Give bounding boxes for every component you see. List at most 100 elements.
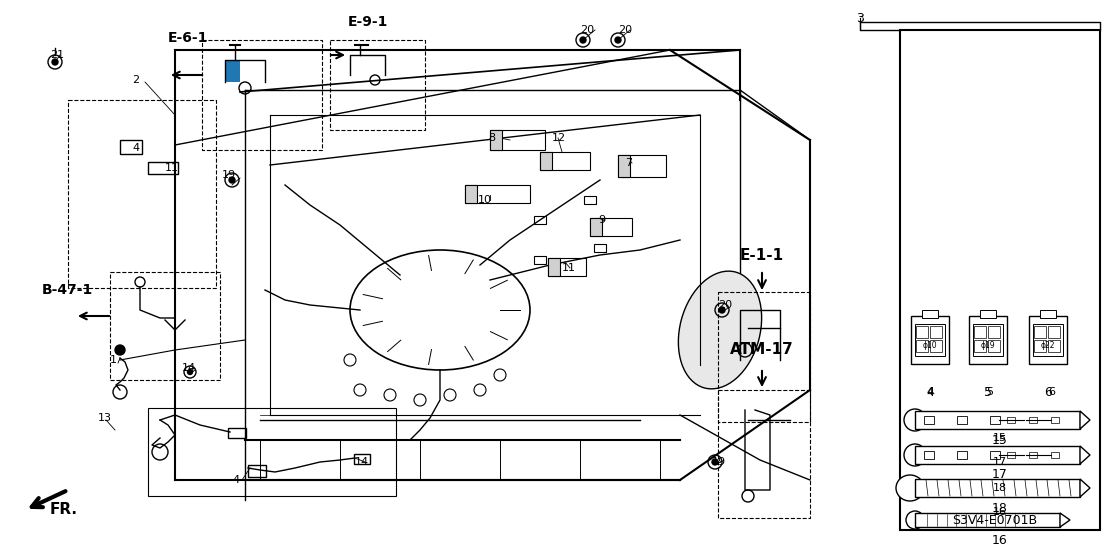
Text: 17: 17 — [993, 457, 1007, 467]
Text: 11: 11 — [562, 263, 576, 273]
Bar — [916, 340, 929, 352]
Text: 5: 5 — [986, 387, 994, 397]
Circle shape — [187, 369, 193, 374]
Bar — [548, 258, 586, 276]
Bar — [540, 152, 552, 170]
Bar — [1029, 417, 1037, 423]
Text: E-6-1: E-6-1 — [168, 31, 208, 45]
Bar — [353, 454, 370, 464]
Bar — [594, 244, 606, 252]
Bar — [991, 451, 1001, 459]
Text: 2: 2 — [132, 75, 140, 85]
Bar — [915, 446, 1080, 464]
Text: 20: 20 — [579, 25, 594, 35]
Bar — [1029, 316, 1067, 364]
Text: ϕ10: ϕ10 — [923, 342, 937, 351]
Text: 11: 11 — [165, 163, 179, 173]
Text: 7: 7 — [625, 158, 633, 168]
Bar — [465, 185, 530, 203]
Ellipse shape — [906, 511, 924, 529]
Bar — [540, 152, 589, 170]
Bar — [979, 310, 996, 318]
Bar — [915, 411, 1080, 429]
Bar — [534, 256, 546, 264]
Text: 8: 8 — [488, 133, 495, 143]
Text: 16: 16 — [992, 534, 1008, 546]
Text: 21: 21 — [50, 50, 64, 60]
Circle shape — [229, 177, 235, 183]
Bar — [1051, 417, 1059, 423]
Bar — [973, 324, 1003, 356]
Bar — [1051, 452, 1059, 458]
Ellipse shape — [678, 271, 761, 389]
Bar — [202, 40, 322, 150]
Bar — [718, 390, 810, 518]
Bar — [974, 326, 986, 338]
Bar — [991, 416, 1001, 424]
Polygon shape — [1080, 411, 1090, 429]
Text: 19: 19 — [712, 457, 726, 467]
Bar — [490, 130, 502, 150]
Text: 4: 4 — [132, 143, 140, 153]
Bar — [584, 196, 596, 204]
Bar — [988, 326, 1001, 338]
Bar — [930, 340, 942, 352]
Bar — [974, 340, 986, 352]
Bar — [930, 326, 942, 338]
Bar — [922, 310, 938, 318]
Bar — [1033, 324, 1063, 356]
Bar — [225, 60, 240, 82]
Text: 15: 15 — [993, 433, 1007, 443]
Text: 12: 12 — [552, 133, 566, 143]
Circle shape — [52, 59, 58, 65]
Text: ϕ22: ϕ22 — [1040, 342, 1055, 351]
Bar — [330, 40, 425, 130]
Text: 13: 13 — [98, 413, 112, 423]
Text: 4: 4 — [926, 387, 934, 397]
Polygon shape — [1080, 446, 1090, 464]
Bar — [988, 340, 1001, 352]
Bar — [924, 451, 934, 459]
Bar — [490, 130, 545, 150]
Text: 4: 4 — [232, 475, 239, 485]
Text: 14: 14 — [182, 363, 196, 373]
Text: 1: 1 — [110, 355, 117, 365]
Bar — [248, 465, 266, 477]
Bar — [1040, 310, 1056, 318]
Text: 5: 5 — [984, 385, 992, 399]
Bar — [915, 324, 945, 356]
Bar — [548, 258, 560, 276]
Circle shape — [712, 459, 718, 465]
Ellipse shape — [904, 409, 926, 431]
Bar — [589, 218, 602, 236]
Bar — [110, 272, 220, 380]
Bar — [1048, 340, 1060, 352]
Bar — [68, 100, 216, 288]
Bar — [957, 416, 967, 424]
Text: 18: 18 — [993, 483, 1007, 493]
Text: 19: 19 — [222, 170, 236, 180]
Bar — [916, 326, 929, 338]
Bar — [1034, 326, 1046, 338]
Bar — [1007, 417, 1015, 423]
Text: FR.: FR. — [50, 503, 78, 518]
Bar — [957, 451, 967, 459]
Text: S3V4-E0701B: S3V4-E0701B — [952, 514, 1037, 526]
Text: 3: 3 — [856, 12, 864, 24]
Text: ϕ19: ϕ19 — [981, 342, 995, 351]
Text: 18: 18 — [992, 502, 1008, 514]
Text: 15: 15 — [992, 434, 1008, 446]
Text: 6: 6 — [1048, 387, 1056, 397]
Text: 16: 16 — [993, 507, 1007, 517]
Text: 9: 9 — [598, 215, 605, 225]
Bar — [911, 316, 948, 364]
Bar — [1007, 452, 1015, 458]
Text: B-47-1: B-47-1 — [42, 283, 93, 297]
Bar — [465, 185, 478, 203]
Ellipse shape — [896, 475, 924, 501]
Text: 4: 4 — [926, 385, 934, 399]
Bar — [618, 155, 630, 177]
Text: 20: 20 — [718, 300, 732, 310]
Circle shape — [615, 37, 620, 43]
Bar — [228, 428, 246, 438]
